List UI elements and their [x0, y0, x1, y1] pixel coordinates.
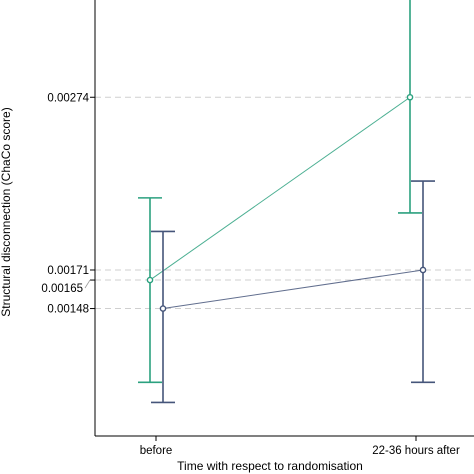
x-axis: before 22-36 hours after	[95, 435, 474, 457]
y-tick-label: 0.00148	[47, 304, 89, 316]
series-line	[149, 96, 411, 281]
data-point	[159, 305, 167, 312]
y-tick-leader	[84, 279, 91, 289]
y-tick-label: 0.00274	[47, 92, 89, 104]
y-tick-label: 0.00171	[47, 265, 89, 277]
data-point	[419, 266, 427, 274]
x-tick-label: 22-36 hours after	[372, 445, 460, 457]
reference-lines	[95, 96, 474, 310]
x-axis-title: Time with respect to randomisation	[177, 459, 363, 473]
x-tick-label: before	[140, 445, 173, 457]
data-point	[146, 276, 154, 284]
series-layer	[138, 0, 435, 404]
y-tick-label: 0.00165	[41, 283, 83, 295]
series-line	[162, 269, 424, 310]
y-axis: 0.00274 0.00171 0.00165 0.00148	[41, 0, 96, 436]
data-point	[406, 93, 414, 101]
y-axis-title: Structural disconnection (ChaCo score)	[0, 107, 13, 316]
